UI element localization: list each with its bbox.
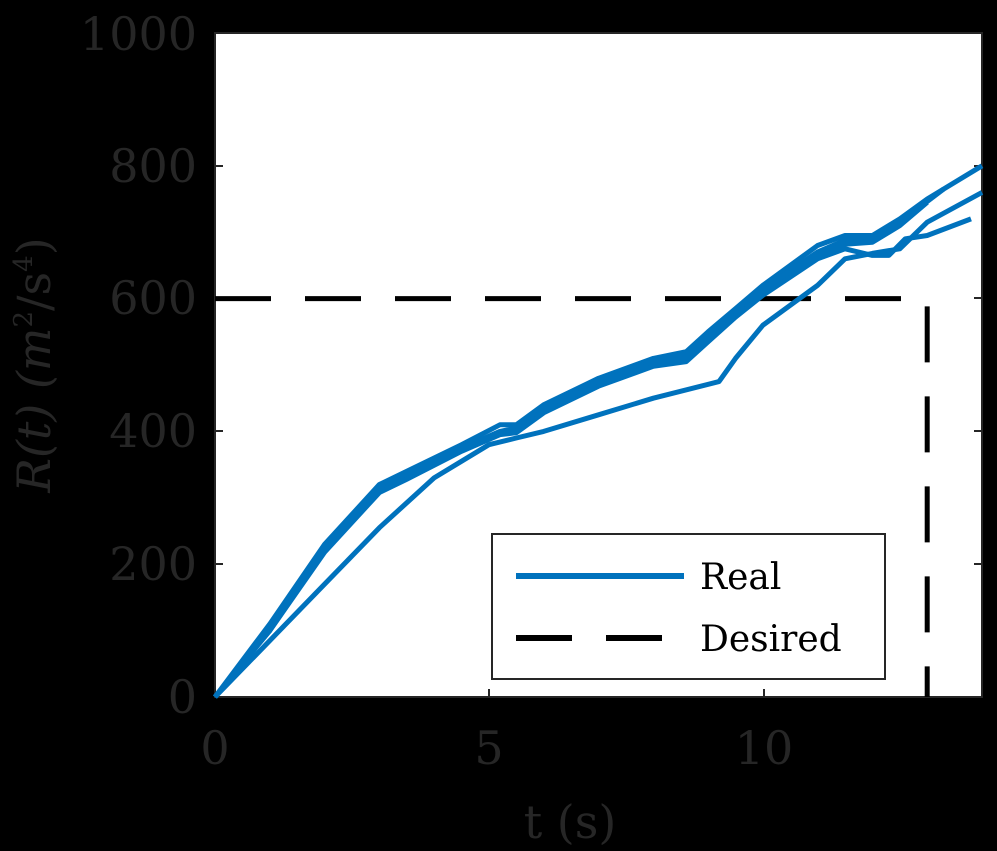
- x-tick-label: 10: [735, 721, 794, 775]
- legend: Real Desired: [491, 533, 886, 680]
- x-ticks: [488, 689, 765, 697]
- y-tick-label: 400: [109, 404, 197, 458]
- y-tick-label: 800: [109, 139, 197, 193]
- legend-box: [491, 533, 886, 680]
- y-tick-labels: 0 200 400 600 800 1000: [80, 7, 197, 724]
- real-line: [213, 216, 972, 699]
- y-axis-label: R(t) (m2/s4): [7, 237, 61, 493]
- series-layer: [213, 163, 984, 699]
- x-tick-label: 5: [474, 721, 503, 775]
- x-axis-label: t (s): [524, 795, 617, 849]
- y-tick-label: 200: [109, 537, 197, 591]
- y-tick-label: 1000: [80, 7, 197, 61]
- x-tick-labels: 0 5 10: [200, 721, 793, 775]
- real-line: [213, 163, 984, 699]
- legend-desired-label: Desired: [700, 619, 842, 660]
- legend-real-label: Real: [700, 557, 781, 598]
- y-tick-label: 0: [168, 670, 197, 724]
- y-tick-label: 600: [109, 271, 197, 325]
- x-tick-label: 0: [200, 721, 229, 775]
